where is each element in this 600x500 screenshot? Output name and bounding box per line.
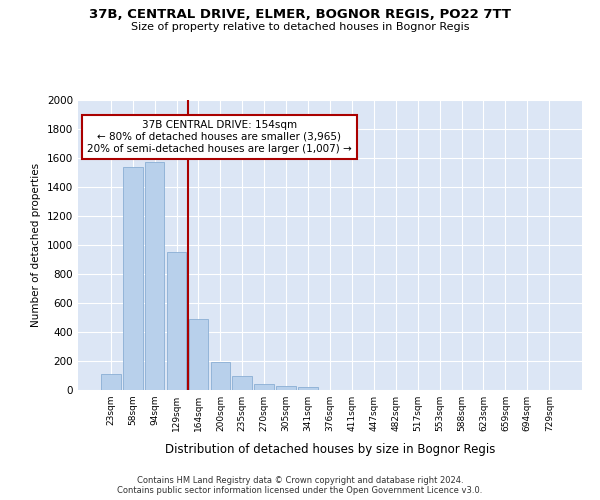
Bar	[276, 386, 296, 390]
Bar	[188, 319, 208, 390]
Bar	[101, 374, 121, 390]
Text: Distribution of detached houses by size in Bognor Regis: Distribution of detached houses by size …	[165, 442, 495, 456]
Y-axis label: Number of detached properties: Number of detached properties	[31, 163, 41, 327]
Bar	[298, 387, 318, 390]
Text: 37B CENTRAL DRIVE: 154sqm
← 80% of detached houses are smaller (3,965)
20% of se: 37B CENTRAL DRIVE: 154sqm ← 80% of detac…	[87, 120, 352, 154]
Bar	[123, 166, 143, 390]
Bar	[211, 362, 230, 390]
Bar	[145, 162, 164, 390]
Bar	[167, 252, 187, 390]
Bar	[254, 384, 274, 390]
Text: 37B, CENTRAL DRIVE, ELMER, BOGNOR REGIS, PO22 7TT: 37B, CENTRAL DRIVE, ELMER, BOGNOR REGIS,…	[89, 8, 511, 20]
Bar	[232, 376, 252, 390]
Text: Contains HM Land Registry data © Crown copyright and database right 2024.
Contai: Contains HM Land Registry data © Crown c…	[118, 476, 482, 495]
Text: Size of property relative to detached houses in Bognor Regis: Size of property relative to detached ho…	[131, 22, 469, 32]
